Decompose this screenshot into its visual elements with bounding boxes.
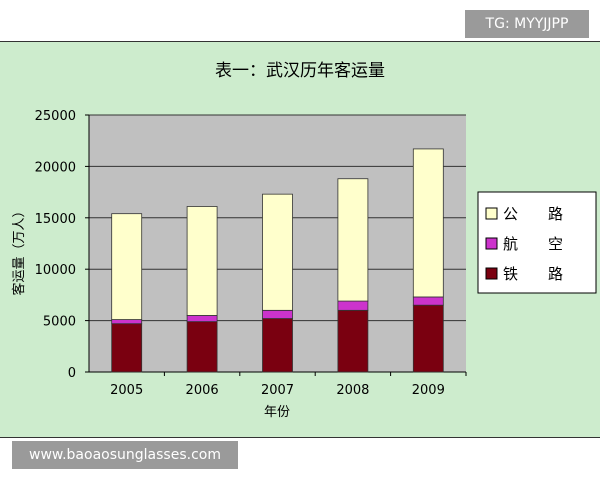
x-tick-label: 2009 — [412, 383, 445, 398]
bar-segment-road — [412, 148, 444, 298]
x-tick-label: 2008 — [336, 383, 369, 398]
y-axis-label: 客运量（万人） — [11, 204, 27, 295]
legend: 公 路航 空铁 路 — [477, 191, 597, 294]
bar-segment-rail — [337, 309, 369, 373]
legend-swatch — [485, 267, 498, 280]
legend-swatch — [485, 207, 498, 220]
y-tick-label: 20000 — [35, 160, 76, 175]
bar-segment-rail — [186, 321, 218, 373]
legend-label: 航 空 — [503, 235, 563, 253]
watermark-top: TG: MYYJJPP — [465, 10, 589, 38]
x-tick-label: 2007 — [261, 383, 294, 398]
y-tick-label: 25000 — [35, 109, 76, 124]
legend-label: 公 路 — [503, 205, 563, 223]
legend-box — [477, 191, 597, 294]
x-tick-label: 2006 — [186, 383, 219, 398]
bar-segment-road — [111, 213, 143, 320]
legend-swatch — [485, 237, 498, 250]
bar-segment-rail — [111, 323, 143, 373]
bar-segment-air — [412, 296, 444, 306]
chart-svg: 表一：武汉历年客运量 0 5000 10000 15000 20000 25000 2005… — [11, 61, 597, 420]
x-tick-label: 2005 — [110, 383, 143, 398]
y-tick-label: 0 — [68, 366, 76, 381]
chart-frame: 表一：武汉历年客运量 0 5000 10000 15000 20000 25000 2005… — [0, 41, 600, 438]
plot-area: 0 5000 10000 15000 20000 25000 2005 2006 2007 200… — [35, 109, 467, 398]
bar-segment-road — [337, 178, 369, 302]
bar-segment-air — [186, 315, 218, 323]
bar-segment-air — [337, 300, 369, 311]
bar-segment-air — [262, 309, 293, 319]
bar-segment-air — [111, 319, 143, 325]
legend-label: 铁 路 — [503, 265, 563, 283]
y-tick-label: 10000 — [35, 263, 76, 278]
y-tick-label: 5000 — [43, 315, 76, 330]
bar-segment-road — [262, 193, 293, 311]
x-axis-label: 年份 — [264, 405, 290, 420]
y-tick-label: 15000 — [35, 212, 76, 227]
bar-segment-rail — [412, 304, 444, 373]
chart-title: 表一：武汉历年客运量 — [215, 61, 385, 81]
bar-segment-road — [186, 206, 218, 316]
bar-segment-rail — [262, 318, 293, 373]
watermark-bottom: www.baoaosunglasses.com — [12, 441, 238, 469]
